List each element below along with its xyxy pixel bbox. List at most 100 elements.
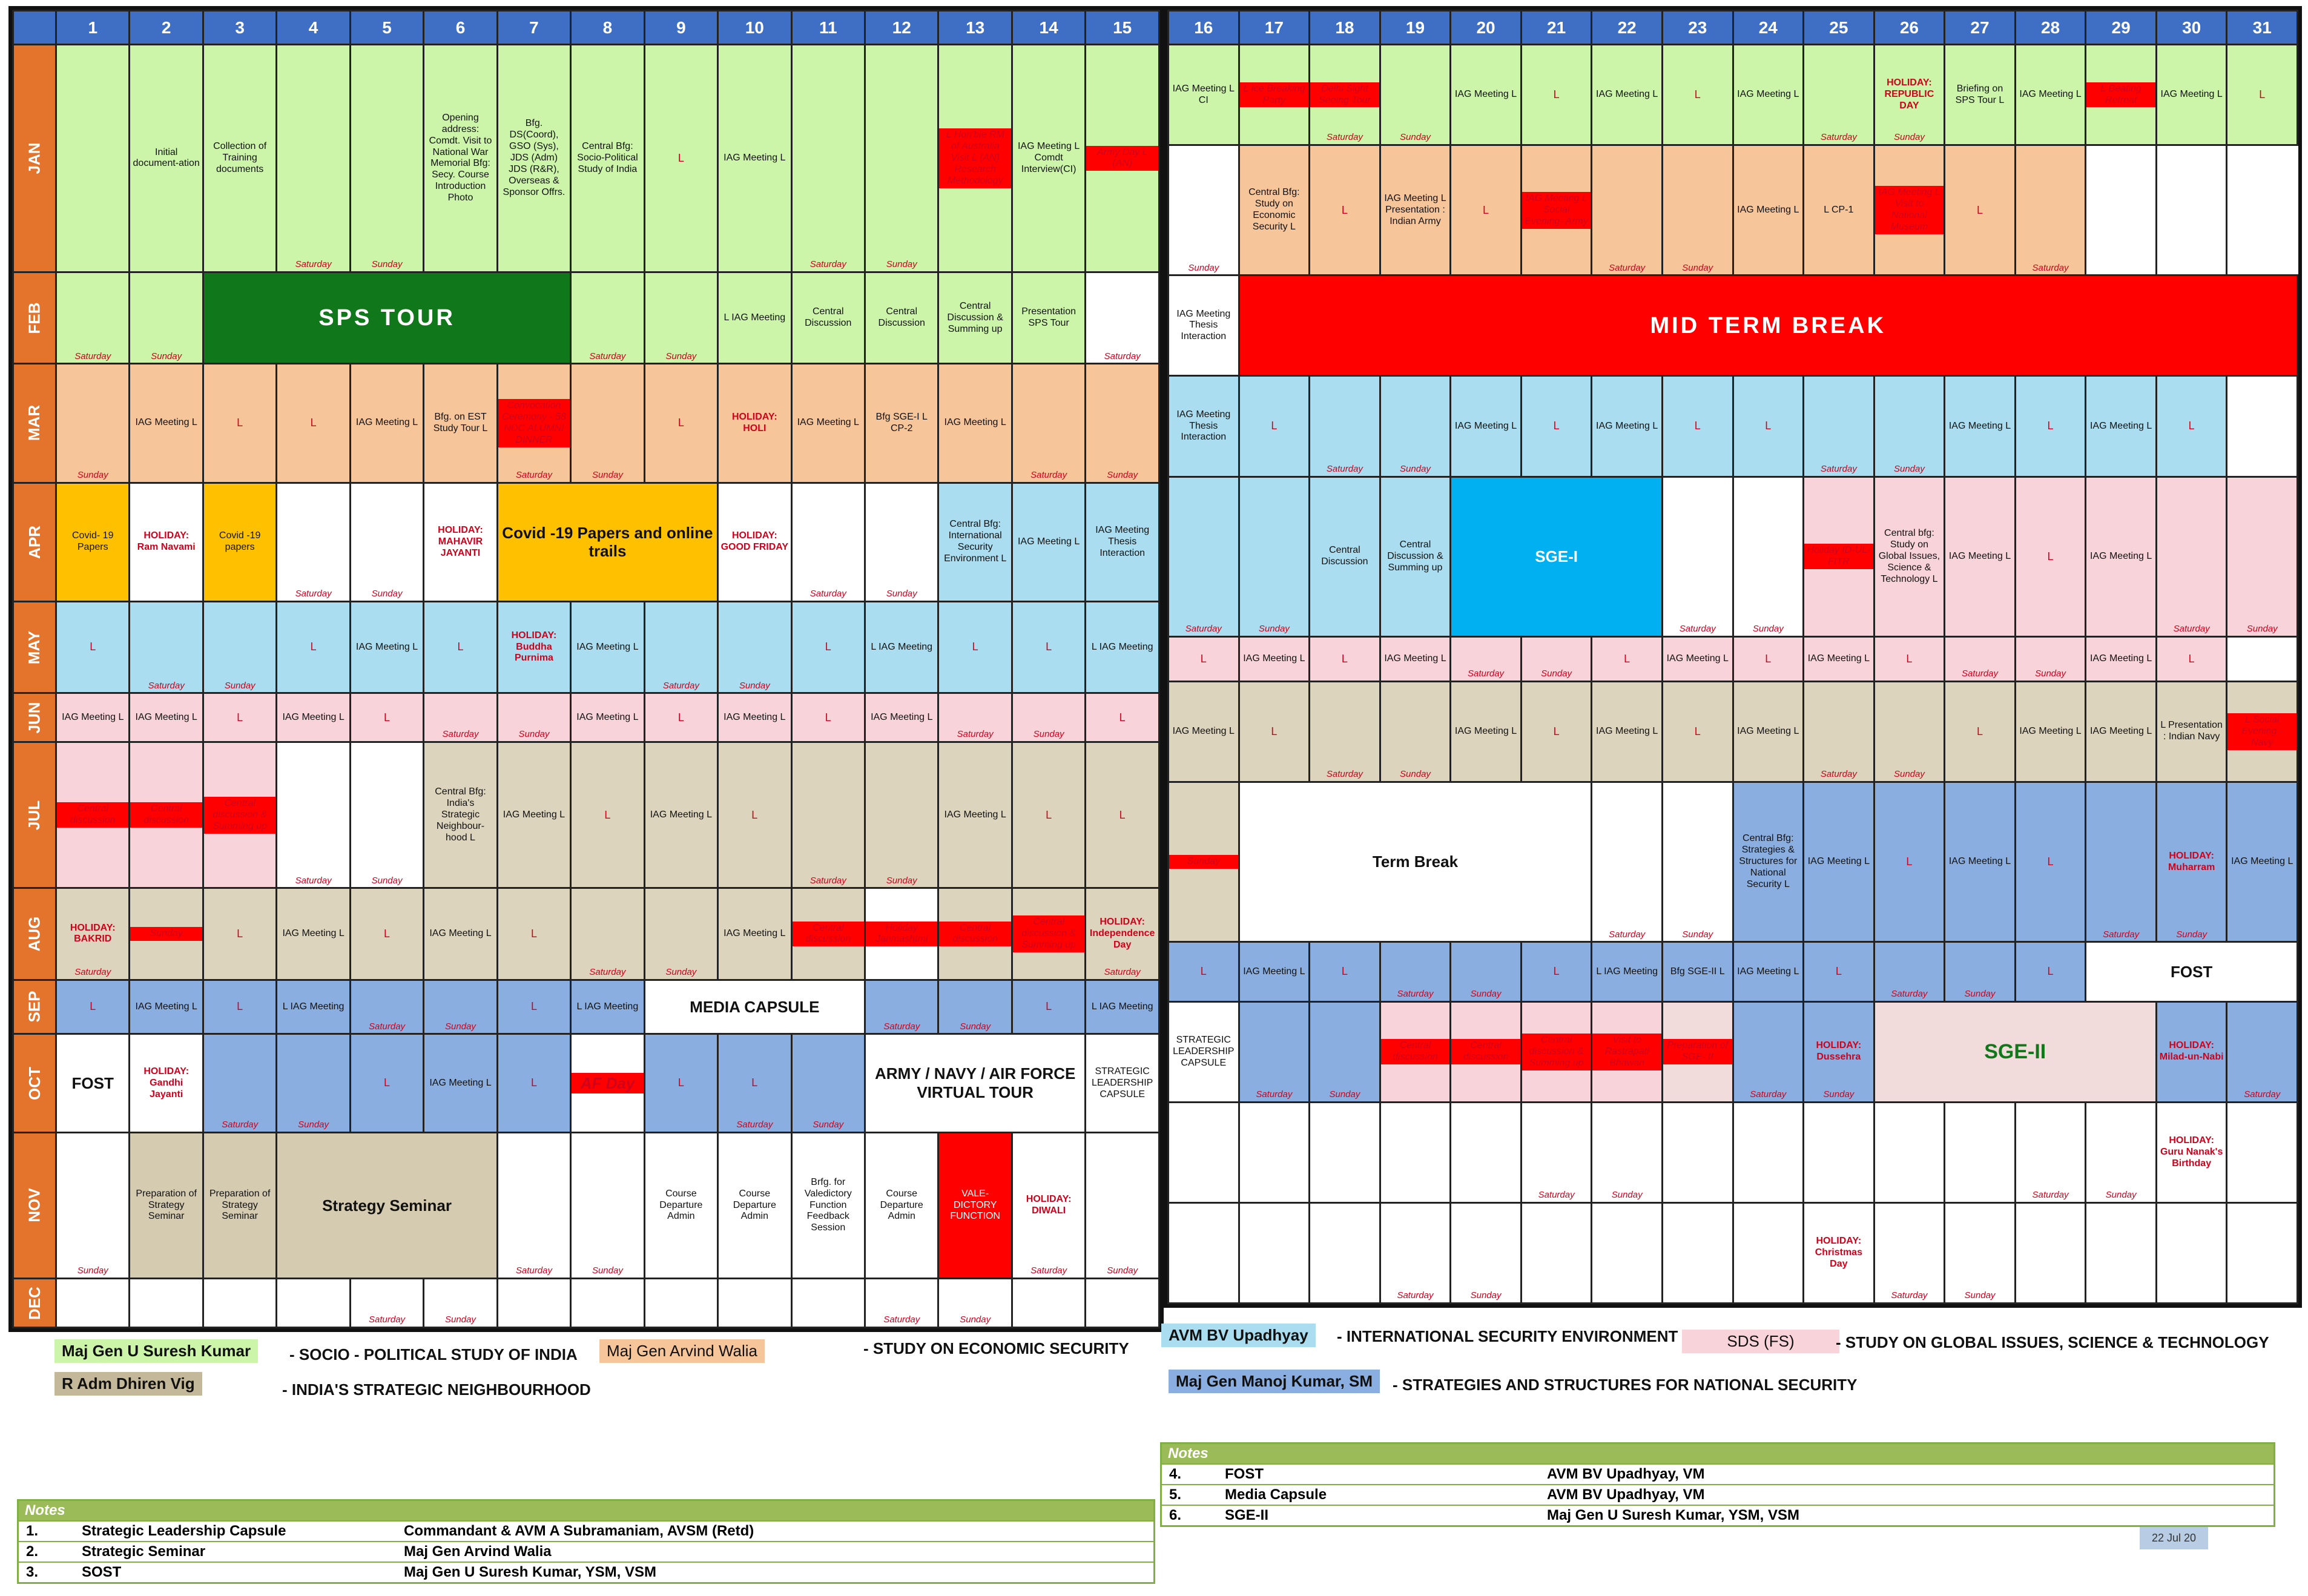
day-cell: HOLIDAY: HOLI bbox=[717, 363, 793, 484]
day-cell: L bbox=[790, 600, 866, 694]
day-cell: L IAG Meeting bbox=[570, 978, 645, 1035]
cell-text: IAG Meeting L bbox=[724, 711, 786, 722]
cell-text: L bbox=[1271, 420, 1278, 432]
cell-text: L bbox=[1976, 725, 1983, 737]
day-cell: IAG Meeting L bbox=[1379, 636, 1452, 682]
weekday-label: Sunday bbox=[224, 680, 256, 691]
month-row: L IAG Meeting L L IAG Meeting L Saturday Sund… bbox=[1167, 636, 2298, 682]
cell-text: L bbox=[310, 641, 317, 653]
cell-text: IAG Meeting L bbox=[1454, 725, 1517, 736]
day-cell: Holiday Janmashtmi bbox=[863, 887, 940, 981]
notes-row: 4. FOST AVM BV Upadhyay, VM bbox=[1162, 1463, 2273, 1484]
day-cell: IAG Meeting L bbox=[1591, 680, 1663, 783]
weekday-label: Saturday bbox=[369, 1314, 406, 1325]
day-cell: L bbox=[1944, 680, 2016, 783]
day-cell: Sunday bbox=[128, 271, 204, 365]
month-label-text: JUN bbox=[25, 702, 44, 734]
day-number-header: 30 bbox=[2155, 10, 2228, 45]
notes-item: Strategic Leadership Capsule bbox=[82, 1523, 286, 1539]
month-label: JUN bbox=[12, 692, 57, 744]
day-cell: Sunday bbox=[1011, 692, 1087, 744]
day-cell: IAG Meeting Thesis Interaction bbox=[1084, 481, 1160, 602]
cell-text: HOLIDAY: Muharram bbox=[2168, 850, 2215, 872]
weekday-label: Sunday bbox=[1752, 624, 1784, 635]
cell-text: L bbox=[310, 417, 317, 429]
day-cell: IAG Meeting L bbox=[863, 692, 940, 744]
day-cell: Saturday bbox=[937, 692, 1013, 744]
cell-text: L bbox=[530, 1000, 537, 1013]
day-cell: L bbox=[1449, 144, 1522, 277]
weekday-label: Sunday bbox=[1823, 1089, 1855, 1100]
day-cell: L bbox=[2014, 780, 2087, 943]
day-cell: Sunday bbox=[1379, 43, 1452, 147]
month-label-text: OCT bbox=[25, 1066, 44, 1100]
weekday-label: Sunday bbox=[960, 1314, 991, 1325]
cell-text: MID TERM BREAK bbox=[1650, 312, 1887, 338]
day-cell: IAG Meeting L bbox=[1449, 375, 1522, 478]
weekday-label: Saturday bbox=[589, 351, 626, 361]
day-number-header: 20 bbox=[1449, 10, 1522, 45]
weekday-label: Sunday bbox=[1329, 1089, 1360, 1100]
cell-text: L bbox=[530, 1077, 537, 1089]
legend-swatch-neighbourhood: R Adm Dhiren Vig bbox=[54, 1372, 202, 1396]
day-cell bbox=[1732, 1101, 1805, 1204]
cell-text: Convocation Ceremony - 58 NDC ALUMNI DIN… bbox=[499, 399, 569, 447]
day-cell: IAG Meeting L bbox=[54, 692, 131, 744]
weekday-label: Saturday bbox=[1397, 989, 1434, 1000]
weekday-label: Sunday bbox=[886, 259, 917, 270]
cell-text: L bbox=[1765, 420, 1772, 432]
cell-text: L bbox=[1200, 652, 1207, 665]
day-cell: Saturday bbox=[1591, 780, 1663, 943]
day-cell: IAG Meeting L bbox=[423, 1033, 498, 1133]
cell-text: IAG Meeting L bbox=[871, 711, 933, 722]
cell-text: ARMY / NAVY / AIR FORCE VIRTUAL TOUR bbox=[875, 1064, 1076, 1102]
day-cell: Saturday bbox=[863, 1278, 940, 1328]
day-cell: Collection of Training documents bbox=[202, 44, 278, 273]
day-cell: IAG Meeting L bbox=[128, 363, 204, 484]
notes-item: SOST bbox=[82, 1564, 122, 1580]
day-cell: IAG Meeting L bbox=[1732, 680, 1805, 783]
day-cell: L bbox=[1732, 636, 1805, 682]
weekday-label: Saturday bbox=[809, 259, 846, 270]
cell-text: L bbox=[1341, 652, 1348, 665]
day-cell: Saturday bbox=[1308, 680, 1381, 783]
cell-text: L bbox=[2047, 856, 2054, 868]
cell-text: STRATEGIC LEADERSHIP CAPSULE bbox=[1091, 1066, 1153, 1100]
notes-row: 5. Media Capsule AVM BV Upadhyay, VM bbox=[1162, 1484, 2273, 1505]
day-cell bbox=[1238, 1101, 1311, 1204]
cell-text: IAG Meeting L bbox=[1737, 966, 1799, 977]
cell-text: IAG Meeting L bbox=[576, 711, 639, 722]
cell-text: Central discussion bbox=[58, 802, 128, 828]
weekday-label: Sunday bbox=[1033, 729, 1064, 740]
cell-text: L bbox=[1624, 652, 1630, 665]
cell-text: IAG Meeting L bbox=[1454, 420, 1517, 431]
day-cell: L bbox=[1238, 375, 1311, 478]
day-cell: Saturday bbox=[275, 481, 351, 602]
cell-text: L bbox=[825, 711, 831, 724]
cell-text: L bbox=[90, 641, 96, 653]
month-label-text: NOV bbox=[25, 1188, 44, 1223]
cell-text: Central discussion & Summing up bbox=[1014, 915, 1084, 952]
day-cell: L bbox=[496, 978, 572, 1035]
cell-text: Term Break bbox=[1372, 852, 1459, 871]
day-cell: L bbox=[1084, 692, 1160, 744]
day-cell: L bbox=[202, 887, 278, 981]
day-cell: Saturday bbox=[1084, 271, 1160, 365]
cell-text: IAG Meeting L bbox=[2019, 89, 2082, 100]
cell-text: L bbox=[1341, 965, 1348, 978]
day-cell: L bbox=[790, 692, 866, 744]
weekday-label: Saturday bbox=[2032, 262, 2069, 273]
month-label-text: AUG bbox=[25, 916, 44, 952]
month-label: SEP bbox=[12, 978, 57, 1035]
day-cell: Saturday bbox=[1591, 144, 1663, 277]
notes-title: Notes bbox=[19, 1501, 1153, 1520]
weekday-label: Saturday bbox=[883, 1021, 920, 1032]
day-cell: L bbox=[2155, 636, 2228, 682]
day-number-header: 15 bbox=[1084, 10, 1160, 45]
day-cell: Sunday bbox=[2085, 1101, 2157, 1204]
legend-text-ssns: - STRATEGIES AND STRUCTURES FOR NATIONAL… bbox=[1393, 1376, 1858, 1394]
cell-text: IAG Meeting L bbox=[1807, 653, 1870, 664]
day-cell: Holiday ID-UL-FITR bbox=[1802, 475, 1875, 638]
day-cell: Sunday bbox=[863, 481, 940, 602]
day-cell: IAG Meeting L bbox=[349, 363, 425, 484]
